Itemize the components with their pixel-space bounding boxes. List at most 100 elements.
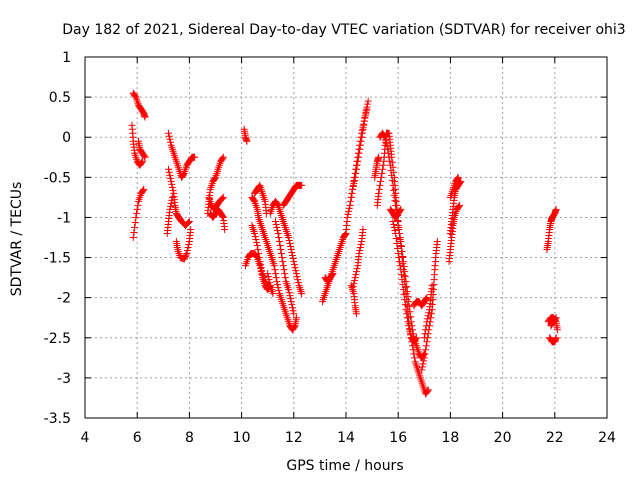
data-point <box>355 250 363 258</box>
data-point <box>258 267 266 275</box>
data-point <box>256 258 264 266</box>
data-point <box>347 197 355 205</box>
data-point <box>412 334 420 342</box>
data-point <box>290 258 298 266</box>
data-point <box>400 263 408 271</box>
data-point <box>423 318 431 326</box>
data-point <box>138 157 146 165</box>
data-point <box>290 261 298 269</box>
data-point <box>351 169 359 177</box>
data-point <box>264 273 272 281</box>
data-point <box>168 193 176 201</box>
data-point <box>394 245 402 253</box>
data-point <box>141 113 149 121</box>
data-point <box>298 290 306 298</box>
data-point <box>166 202 174 210</box>
x-tick-label: 8 <box>185 430 194 446</box>
data-point <box>356 137 364 145</box>
data-point <box>418 366 426 374</box>
series-s34 <box>420 282 436 342</box>
data-point <box>419 360 427 368</box>
data-point <box>166 205 174 213</box>
data-point <box>377 177 385 185</box>
y-axis-label: SDTVAR / TECUs <box>9 182 25 297</box>
data-point <box>397 271 405 279</box>
data-point <box>433 238 441 246</box>
series-s8 <box>172 225 195 263</box>
series-s27 <box>371 153 383 181</box>
data-point <box>356 247 364 255</box>
series-s31 <box>386 205 405 221</box>
data-point <box>129 234 137 241</box>
data-point <box>360 120 368 128</box>
data-point <box>271 266 279 274</box>
data-point <box>362 111 370 119</box>
data-point <box>376 181 384 189</box>
data-point <box>165 165 173 173</box>
data-point <box>183 250 191 258</box>
series-s15 <box>251 181 270 217</box>
data-point <box>343 213 351 221</box>
data-point <box>354 149 362 157</box>
series-s18 <box>272 217 298 318</box>
y-tick-label: -0.5 <box>44 170 71 186</box>
data-point <box>456 201 464 209</box>
data-point <box>255 250 263 258</box>
data-point <box>280 266 288 274</box>
data-point <box>277 246 285 254</box>
series-s6 <box>165 165 193 229</box>
data-point <box>353 265 361 273</box>
data-point <box>388 176 396 184</box>
data-point <box>273 223 281 231</box>
data-point <box>291 264 299 272</box>
data-point <box>292 270 300 278</box>
data-point <box>382 139 390 147</box>
data-point <box>396 206 404 214</box>
data-point <box>218 194 226 202</box>
data-point <box>272 220 280 228</box>
series-s19 <box>279 181 306 209</box>
data-point <box>275 287 283 295</box>
data-point <box>131 223 139 231</box>
data-point <box>352 310 360 318</box>
data-point <box>266 279 274 287</box>
data-point <box>165 132 173 140</box>
data-point <box>168 180 176 188</box>
series-s12 <box>240 125 251 145</box>
series-s13 <box>242 250 274 294</box>
data-point <box>288 252 296 260</box>
data-point <box>551 315 559 323</box>
data-point <box>278 254 286 262</box>
data-point <box>345 204 353 212</box>
y-tick-label: 1 <box>62 50 71 66</box>
data-point <box>381 133 389 141</box>
data-point <box>422 346 430 354</box>
data-point <box>354 153 362 161</box>
data-point <box>407 313 415 321</box>
data-point <box>140 185 148 193</box>
series-s3 <box>129 89 149 121</box>
data-point <box>183 247 191 255</box>
data-point <box>269 290 277 298</box>
data-point <box>379 165 387 173</box>
series-s14 <box>248 193 300 334</box>
data-point <box>358 129 366 137</box>
data-point <box>132 213 140 221</box>
data-point <box>456 178 464 186</box>
data-point <box>168 196 176 204</box>
y-tick-label: 0.5 <box>49 90 71 106</box>
data-point <box>420 354 428 362</box>
data-point <box>375 189 383 197</box>
data-point <box>398 248 406 256</box>
data-point <box>253 239 261 247</box>
data-point <box>407 331 415 339</box>
data-point <box>422 322 430 330</box>
data-point <box>454 173 462 181</box>
data-point <box>397 266 405 274</box>
data-point <box>140 152 148 160</box>
data-point <box>250 196 258 204</box>
data-point <box>273 281 281 289</box>
data-point <box>390 186 398 194</box>
data-point <box>191 153 199 161</box>
data-point <box>285 289 293 297</box>
